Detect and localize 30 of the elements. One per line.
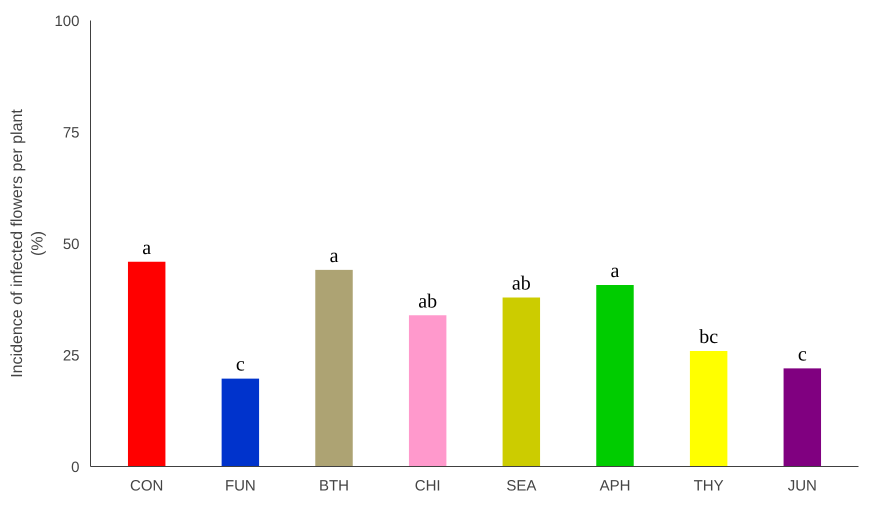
x-tick-label: BTH (319, 478, 350, 494)
annotation: ab (512, 272, 531, 294)
x-tick-label: APH (600, 478, 630, 494)
annotation: a (610, 260, 620, 282)
y-tick-label: 0 (71, 459, 80, 476)
annotation: bc (699, 326, 718, 348)
bar (502, 297, 540, 466)
annotation: c (236, 354, 245, 376)
y-tick-label: 75 (62, 124, 80, 142)
annotation: ab (418, 290, 438, 312)
bar (596, 284, 634, 466)
y-tick-label: 50 (62, 236, 80, 253)
y-axis-title: Incidence of infected flowers per plant (%) (9, 108, 46, 378)
bar (222, 378, 260, 466)
x-tick-label: THY (694, 478, 724, 494)
bar (315, 270, 353, 466)
x-tick-label: JUN (788, 478, 817, 494)
annotation: c (798, 343, 807, 366)
y-tick-label: 25 (62, 348, 80, 364)
bar (784, 368, 822, 466)
bar (690, 350, 728, 466)
x-tick-label: CON (130, 478, 164, 494)
x-tick-label: SEA (506, 478, 536, 494)
y-tick-label: 100 (54, 13, 80, 30)
x-tick-label: FUN (224, 478, 256, 494)
bar (408, 315, 446, 466)
bar (128, 262, 166, 466)
annotation: a (330, 244, 339, 267)
x-tick-label: CHI (414, 478, 441, 494)
annotation: a (142, 236, 152, 259)
